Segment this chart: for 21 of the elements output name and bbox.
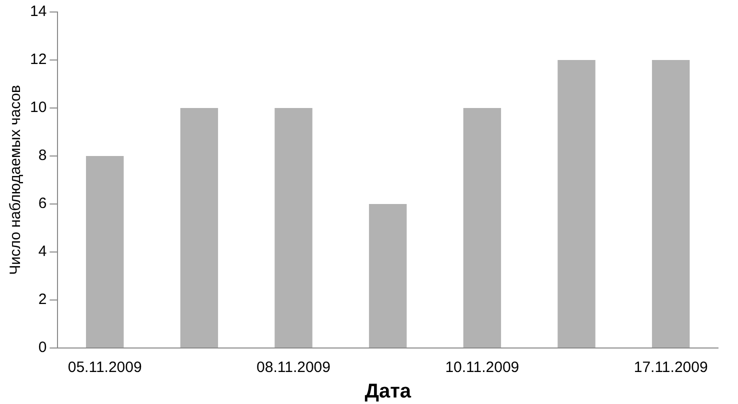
y-tick-label: 14: [30, 3, 47, 20]
x-tick-label: 17.11.2009: [634, 359, 708, 376]
y-tick-label: 0: [38, 339, 47, 356]
bar: [368, 204, 407, 348]
x-tick-label: 08.11.2009: [256, 359, 330, 376]
bar: [180, 108, 218, 348]
x-tick-label: 10.11.2009: [445, 359, 520, 376]
y-tick-label: 2: [38, 291, 47, 308]
y-axis-title: Число наблюдаемых часов: [7, 85, 24, 275]
bar: [463, 108, 502, 348]
x-axis-title: Дата: [364, 380, 412, 403]
y-tick-label: 4: [38, 243, 47, 260]
bar: [274, 108, 312, 348]
y-tick-label: 6: [38, 195, 47, 212]
bar: [558, 60, 596, 348]
x-tick-label: 05.11.2009: [68, 359, 142, 376]
bar: [652, 60, 690, 348]
bar: [86, 156, 124, 348]
y-tick-label: 10: [30, 99, 47, 116]
y-tick-label: 12: [30, 51, 47, 68]
y-tick-label: 8: [38, 147, 47, 164]
